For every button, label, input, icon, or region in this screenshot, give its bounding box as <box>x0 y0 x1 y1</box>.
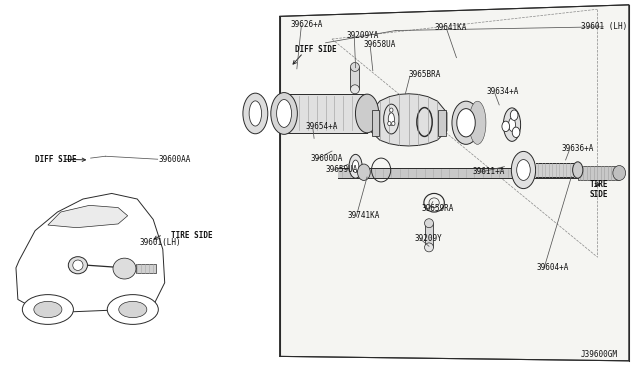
Bar <box>351 67 360 89</box>
Text: DIFF SIDE: DIFF SIDE <box>35 155 77 164</box>
Ellipse shape <box>512 127 520 138</box>
Ellipse shape <box>504 108 520 141</box>
Ellipse shape <box>388 121 391 126</box>
Ellipse shape <box>452 101 480 144</box>
Ellipse shape <box>108 295 158 324</box>
Ellipse shape <box>68 257 88 274</box>
Ellipse shape <box>390 108 393 112</box>
Text: TIRE
SIDE: TIRE SIDE <box>590 180 609 199</box>
Text: 39636+A: 39636+A <box>562 144 594 153</box>
Ellipse shape <box>22 295 74 324</box>
Bar <box>424 223 433 247</box>
Ellipse shape <box>457 109 476 137</box>
Bar <box>536 163 573 177</box>
Bar <box>284 94 367 133</box>
Ellipse shape <box>355 94 379 133</box>
Ellipse shape <box>349 154 362 178</box>
Ellipse shape <box>358 164 371 180</box>
Ellipse shape <box>243 93 268 134</box>
Text: J39600GM: J39600GM <box>581 350 618 359</box>
Bar <box>372 110 380 136</box>
Polygon shape <box>16 193 164 312</box>
Ellipse shape <box>119 301 147 318</box>
Ellipse shape <box>469 101 486 144</box>
Text: 39658UA: 39658UA <box>364 40 396 49</box>
Text: 39209YA: 39209YA <box>346 31 378 40</box>
Text: 39741KA: 39741KA <box>348 211 380 220</box>
Ellipse shape <box>271 93 298 134</box>
Text: 39600DA: 39600DA <box>311 154 343 163</box>
Ellipse shape <box>424 219 433 228</box>
Ellipse shape <box>113 258 136 279</box>
Ellipse shape <box>351 62 360 71</box>
Text: 3965BRA: 3965BRA <box>408 70 441 79</box>
Ellipse shape <box>273 94 296 133</box>
Text: 39600AA: 39600AA <box>158 155 191 164</box>
Polygon shape <box>371 94 447 146</box>
Ellipse shape <box>34 301 62 318</box>
Text: 39626+A: 39626+A <box>291 20 323 29</box>
Text: 39659UA: 39659UA <box>326 165 358 174</box>
Text: 39659RA: 39659RA <box>421 204 454 213</box>
Ellipse shape <box>276 100 292 127</box>
Ellipse shape <box>502 121 509 132</box>
Text: 39209Y: 39209Y <box>415 234 443 243</box>
Ellipse shape <box>510 110 518 121</box>
Ellipse shape <box>351 85 360 94</box>
Text: 39611+A: 39611+A <box>472 167 505 176</box>
Text: 39604+A: 39604+A <box>536 263 568 272</box>
Ellipse shape <box>516 160 531 180</box>
Bar <box>438 110 445 136</box>
Text: TIRE SIDE: TIRE SIDE <box>171 231 212 240</box>
Text: DIFF SIDE: DIFF SIDE <box>295 45 337 54</box>
Ellipse shape <box>352 160 359 173</box>
Ellipse shape <box>383 104 399 134</box>
Text: 39641KA: 39641KA <box>434 23 467 32</box>
Text: 39634+A: 39634+A <box>486 87 519 96</box>
Ellipse shape <box>573 162 583 178</box>
Polygon shape <box>280 5 629 361</box>
Ellipse shape <box>509 118 515 131</box>
Ellipse shape <box>511 151 536 189</box>
Ellipse shape <box>249 101 262 126</box>
Ellipse shape <box>388 113 394 125</box>
Polygon shape <box>48 205 127 228</box>
Bar <box>136 264 156 273</box>
Bar <box>578 166 620 180</box>
Ellipse shape <box>73 260 83 270</box>
Text: 39601(LH): 39601(LH) <box>139 238 180 247</box>
Text: 39654+A: 39654+A <box>305 122 337 131</box>
Bar <box>339 168 610 178</box>
Text: 39601 (LH): 39601 (LH) <box>581 22 627 31</box>
Ellipse shape <box>392 121 395 126</box>
Ellipse shape <box>424 243 433 252</box>
Ellipse shape <box>613 166 626 180</box>
